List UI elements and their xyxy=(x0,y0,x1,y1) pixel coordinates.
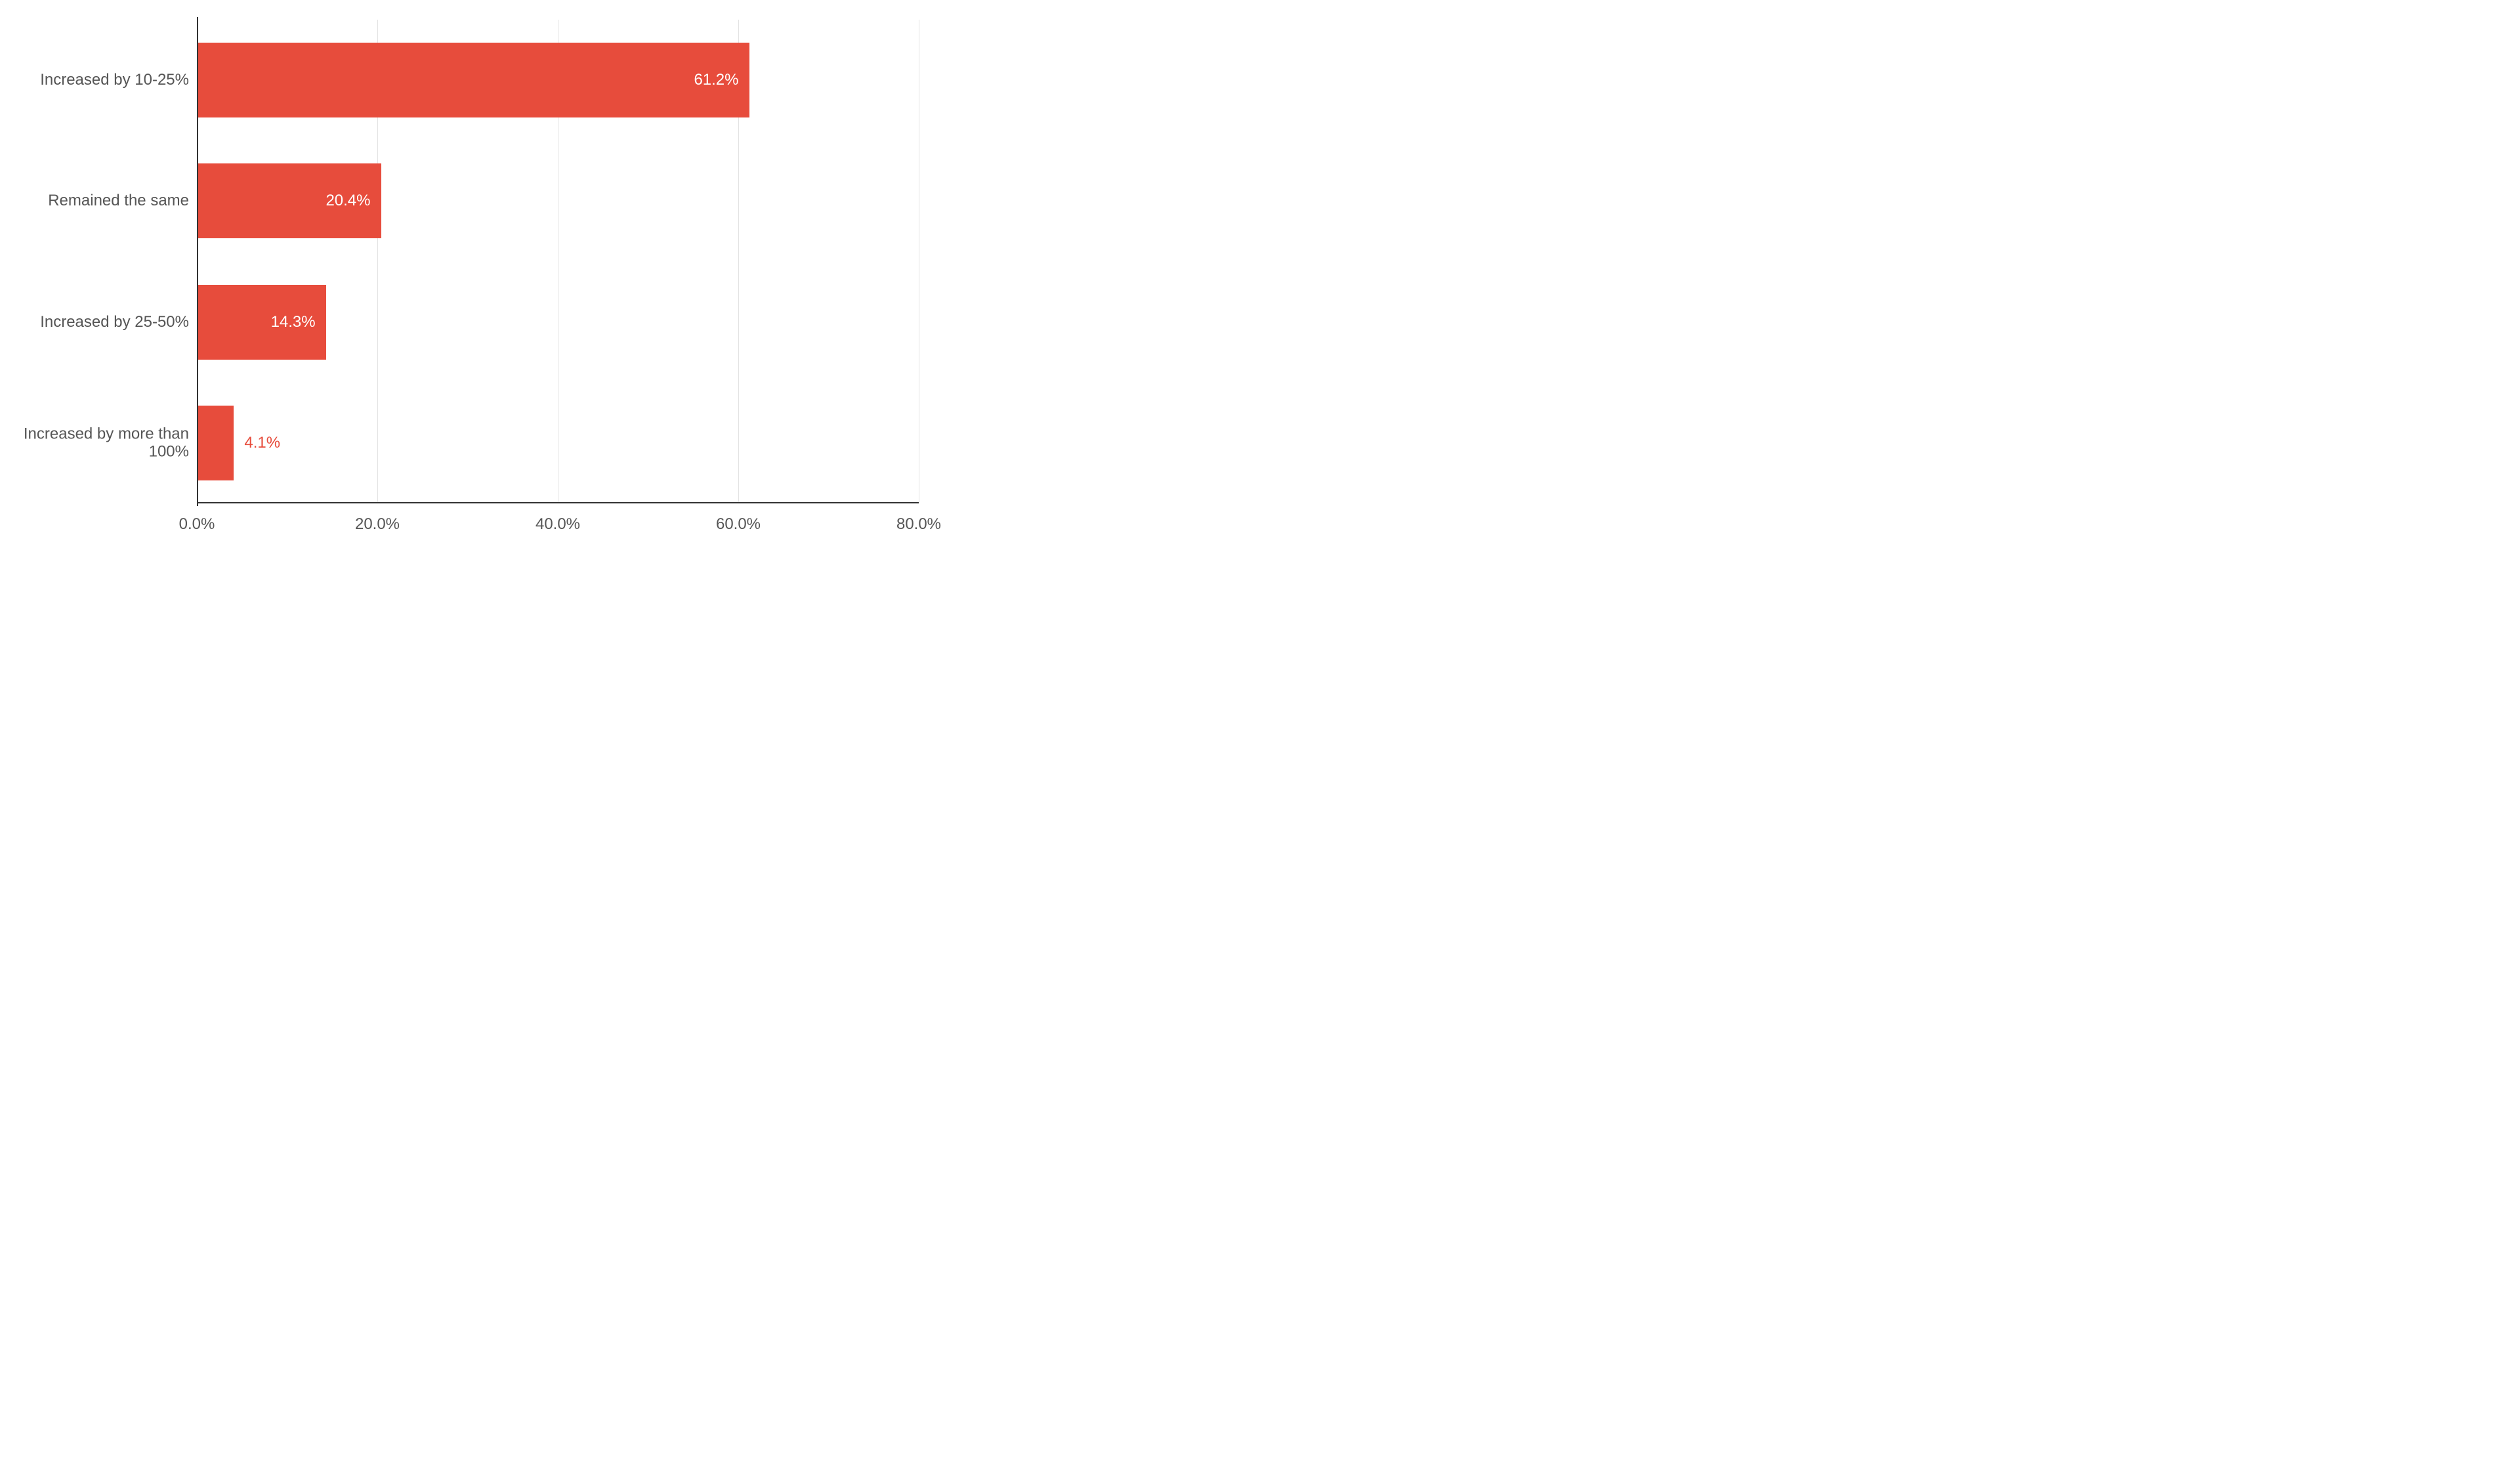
x-tick-label: 40.0% xyxy=(536,515,580,534)
bar xyxy=(197,43,749,117)
y-axis-labels: Increased by 10-25% Remained the same Incr… xyxy=(0,20,197,503)
bar-value-label: 20.4% xyxy=(326,192,370,210)
x-tick-label: 0.0% xyxy=(179,515,215,534)
x-axis-line xyxy=(197,502,919,503)
y-category-label: Increased by 10-25% xyxy=(0,71,197,89)
plot-area: 61.2% 20.4% 14.3% 4.1% xyxy=(197,20,919,503)
x-tick-label: 20.0% xyxy=(355,515,400,534)
bar xyxy=(197,406,234,480)
x-tick-label: 80.0% xyxy=(896,515,941,534)
x-axis-labels: 0.0%20.0%40.0%60.0%80.0% xyxy=(197,515,919,556)
y-axis-line xyxy=(197,17,198,506)
y-category-label: Remained the same xyxy=(0,192,197,211)
bar-value-label: 14.3% xyxy=(271,313,316,331)
y-category-label: Increased by 25-50% xyxy=(0,313,197,331)
chart-container: Increased by 10-25% Remained the same Incr… xyxy=(0,0,945,556)
y-category-label: Increased by more than 100% xyxy=(0,425,197,461)
x-tick-label: 60.0% xyxy=(716,515,761,534)
bar-value-label: 4.1% xyxy=(244,434,280,452)
bar-value-label: 61.2% xyxy=(694,71,738,89)
